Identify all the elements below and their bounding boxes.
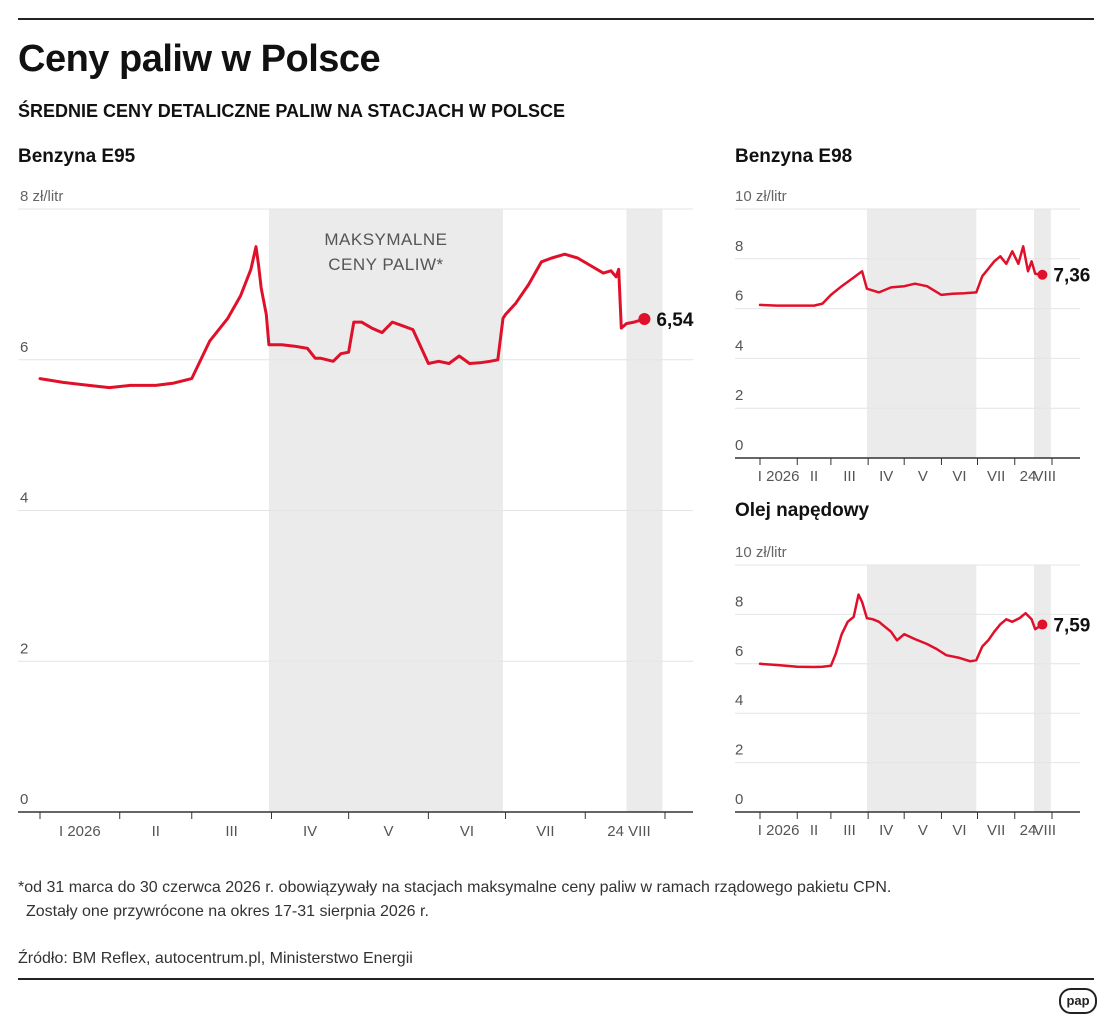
x-tick-label-e98: III	[843, 468, 856, 485]
last-value-label-on: 7,59	[1053, 616, 1090, 637]
last-value-dot-e95	[638, 313, 651, 326]
y-tick-label-on: 2	[735, 742, 743, 759]
y-tick-label-e95: 4	[20, 490, 28, 507]
chart-title-e98: Benzyna E98	[735, 146, 853, 167]
y-tick-label-e95: 0	[20, 791, 28, 808]
y-tick-label-on: 4	[735, 692, 743, 709]
y-tick-label-top-on: 10 zł/litr	[735, 544, 787, 561]
x-tick-label-on: III	[843, 822, 856, 839]
y-tick-label-on: 8	[735, 593, 743, 610]
x-tick-label-on: 24	[1020, 822, 1037, 839]
x-tick-label-e98: I 2026	[758, 468, 800, 485]
page-subtitle: ŚREDNIE CENY DETALICZNE PALIW NA STACJAC…	[18, 101, 566, 121]
x-tick-label-e98: IV	[879, 468, 893, 485]
last-value-label-e98: 7,36	[1053, 266, 1090, 287]
annotation-line-1: CENY PALIW*	[328, 255, 443, 274]
x-tick-label-e98: V	[918, 468, 928, 485]
series-line-e95	[38, 245, 646, 390]
source-note: Źródło: BM Reflex, autocentrum.pl, Minis…	[18, 950, 413, 967]
x-tick-label-on: VII	[987, 822, 1005, 839]
series-line-on	[758, 593, 1044, 669]
x-tick-label-on: V	[918, 822, 928, 839]
x-tick-label-on: VI	[952, 822, 966, 839]
y-tick-label-e98: 0	[735, 437, 743, 454]
y-tick-label-e98: 8	[735, 238, 743, 255]
x-tick-label-e98: II	[810, 468, 818, 485]
y-tick-label-on: 6	[735, 643, 743, 660]
y-tick-label-e95: 2	[20, 640, 28, 657]
x-tick-label-e95: I 2026	[59, 823, 101, 840]
y-tick-label-e98: 4	[735, 337, 743, 354]
page-title: Ceny paliw w Polsce	[18, 38, 381, 80]
x-tick-label-e98: VIII	[1034, 468, 1057, 485]
y-tick-label-e98: 6	[735, 288, 743, 305]
x-tick-label-on: I 2026	[758, 822, 800, 839]
pap-logo: pap	[1059, 988, 1097, 1014]
last-value-dot-on	[1037, 619, 1048, 630]
x-tick-label-e95: VII	[536, 823, 554, 840]
y-tick-label-on: 0	[735, 791, 743, 808]
y-tick-label-e98: 2	[735, 387, 743, 404]
footnote-line-1: *od 31 marca do 30 czerwca 2026 r. obowi…	[18, 879, 892, 896]
x-tick-label-e95: V	[384, 823, 394, 840]
series-line-e98	[758, 245, 1044, 307]
chart-title-e95: Benzyna E95	[18, 146, 136, 167]
x-tick-label-e95: II	[152, 823, 160, 840]
x-tick-label-e98: VI	[952, 468, 966, 485]
shaded-period-on-0	[866, 565, 977, 812]
chart-title-on: Olej napędowy	[735, 500, 870, 521]
x-tick-label-e95: III	[225, 823, 238, 840]
x-tick-label-on: II	[810, 822, 818, 839]
x-tick-label-e98: 24	[1020, 468, 1037, 485]
y-tick-label-top-e98: 10 zł/litr	[735, 188, 787, 205]
y-tick-label-top-e95: 8 zł/litr	[20, 188, 63, 205]
x-tick-label-on: IV	[879, 822, 893, 839]
last-value-label-e95: 6,54	[656, 310, 693, 331]
bottom-rule	[18, 978, 1094, 980]
footnote-line-2: Zostały one przywrócone na okres 17-31 s…	[26, 903, 429, 920]
shaded-period-on-1	[1033, 565, 1051, 812]
y-tick-label-e95: 6	[20, 339, 28, 356]
x-tick-label-on: VIII	[1034, 822, 1057, 839]
x-tick-label-e95: 24 VIII	[607, 823, 650, 840]
shaded-period-e98-0	[866, 209, 977, 458]
annotation-line-0: MAKSYMALNE	[324, 230, 447, 249]
top-rule	[18, 18, 1094, 20]
x-tick-label-e95: VI	[460, 823, 474, 840]
shaded-period-e98-1	[1033, 209, 1051, 458]
footnote: *od 31 marca do 30 czerwca 2026 r. obowi…	[18, 876, 891, 924]
x-tick-label-e98: VII	[987, 468, 1005, 485]
x-tick-label-e95: IV	[303, 823, 317, 840]
last-value-dot-e98	[1037, 269, 1048, 280]
